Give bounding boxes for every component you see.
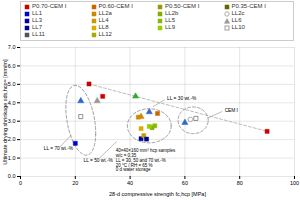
html-text:LL12: LL12 bbox=[98, 31, 112, 37]
svg-text:LL = 30 wt.-%: LL = 30 wt.-% bbox=[167, 96, 197, 101]
svg-text:3.0: 3.0 bbox=[8, 118, 16, 124]
html-text:LL10: LL10 bbox=[231, 24, 245, 30]
svg-text:1.0: 1.0 bbox=[8, 155, 16, 161]
html-text:P0.35-CEM I: P0.35-CEM I bbox=[231, 3, 266, 9]
svg-text:6.0: 6.0 bbox=[8, 63, 16, 69]
svg-text:7.0: 7.0 bbox=[8, 44, 16, 50]
html-text:LL3: LL3 bbox=[32, 17, 42, 23]
svg-text:Ultimate drying shrinkage εds,: Ultimate drying shrinkage εds,hcp= [mm/m… bbox=[2, 59, 8, 165]
svg-text:28-d compressive strength fc,h: 28-d compressive strength fc,hcp [MPa] bbox=[109, 191, 206, 197]
html-text:LL7: LL7 bbox=[32, 24, 42, 30]
svg-text:40: 40 bbox=[127, 180, 133, 186]
svg-text:100: 100 bbox=[290, 180, 299, 186]
svg-text:LL = 70 wt.-%: LL = 70 wt.-% bbox=[44, 146, 74, 151]
svg-text:CEM I: CEM I bbox=[225, 108, 238, 113]
html-text:LL5: LL5 bbox=[165, 17, 175, 23]
svg-text:40×40×160 mm³ hcp samplesw/c =: 40×40×160 mm³ hcp samplesw/c = 0.35LL = … bbox=[116, 148, 176, 173]
svg-text:5.0: 5.0 bbox=[8, 81, 16, 87]
html-text:LL6: LL6 bbox=[231, 17, 242, 23]
html-text:LL8: LL8 bbox=[98, 24, 109, 30]
svg-text:20: 20 bbox=[72, 180, 78, 186]
svg-text:2.0: 2.0 bbox=[8, 136, 16, 142]
html-text:LL4: LL4 bbox=[98, 17, 109, 23]
html-text:LL2b: LL2b bbox=[165, 10, 179, 16]
svg-text:60: 60 bbox=[182, 180, 188, 186]
html-text:P0.70-CEM I: P0.70-CEM I bbox=[32, 3, 67, 9]
svg-text:0: 0 bbox=[19, 180, 22, 186]
html-text:LL2a: LL2a bbox=[98, 10, 112, 16]
svg-text:4.0: 4.0 bbox=[8, 100, 16, 106]
html-text:LL9: LL9 bbox=[165, 24, 175, 30]
html-text:LL2c: LL2c bbox=[231, 10, 245, 16]
svg-text:80: 80 bbox=[237, 180, 243, 186]
html-text:P0.50-CEM I: P0.50-CEM I bbox=[165, 3, 200, 9]
svg-text:0.0: 0.0 bbox=[8, 173, 16, 179]
html-text:LL11: LL11 bbox=[32, 31, 45, 37]
svg-text:LL = 50 wt.-%: LL = 50 wt.-% bbox=[84, 158, 114, 163]
html-text:LL1: LL1 bbox=[32, 10, 42, 16]
html-text:P0.60-CEM I: P0.60-CEM I bbox=[98, 3, 133, 9]
